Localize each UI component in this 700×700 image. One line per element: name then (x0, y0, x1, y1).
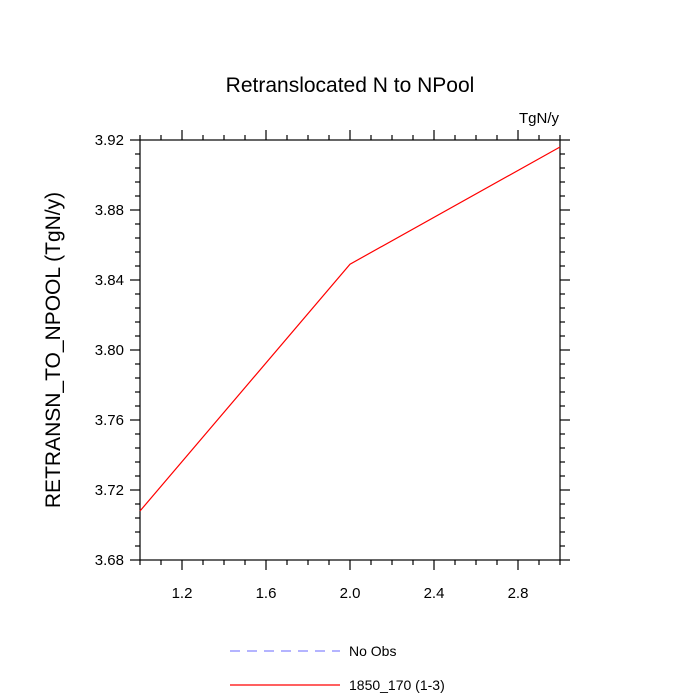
y-tick-label: 3.80 (95, 342, 124, 359)
y-tick-label: 3.68 (95, 552, 124, 569)
legend: No Obs 1850_170 (1-3) (230, 643, 445, 693)
series-line (139, 146, 561, 512)
ticks-layer (130, 130, 570, 570)
legend-label: 1850_170 (1-3) (349, 677, 445, 693)
x-tick-label: 1.6 (256, 585, 277, 602)
plot-frame (139, 139, 561, 561)
y-tick-label: 3.72 (95, 482, 124, 499)
x-tick-label: 1.2 (172, 585, 193, 602)
x-tick-label: 2.8 (508, 585, 529, 602)
y-tick-label: 3.84 (95, 272, 124, 289)
y-tick-label: 3.76 (95, 412, 124, 429)
units-label: TgN/y (519, 110, 560, 127)
series-layer (139, 146, 561, 512)
tick-labels-layer: 1.2 1.6 2.0 2.4 2.8 3.68 3.72 3.76 3.80 3.84 3.88 3… (95, 132, 529, 602)
legend-label: No Obs (349, 643, 396, 659)
x-tick-label: 2.0 (340, 585, 361, 602)
y-tick-label: 3.88 (95, 202, 124, 219)
x-tick-label: 2.4 (424, 585, 445, 602)
y-axis-label: RETRANSN_TO_NPOOL (TgN/y) (42, 192, 65, 508)
y-tick-label: 3.92 (95, 132, 124, 149)
chart-title: Retranslocated N to NPool (226, 74, 475, 97)
